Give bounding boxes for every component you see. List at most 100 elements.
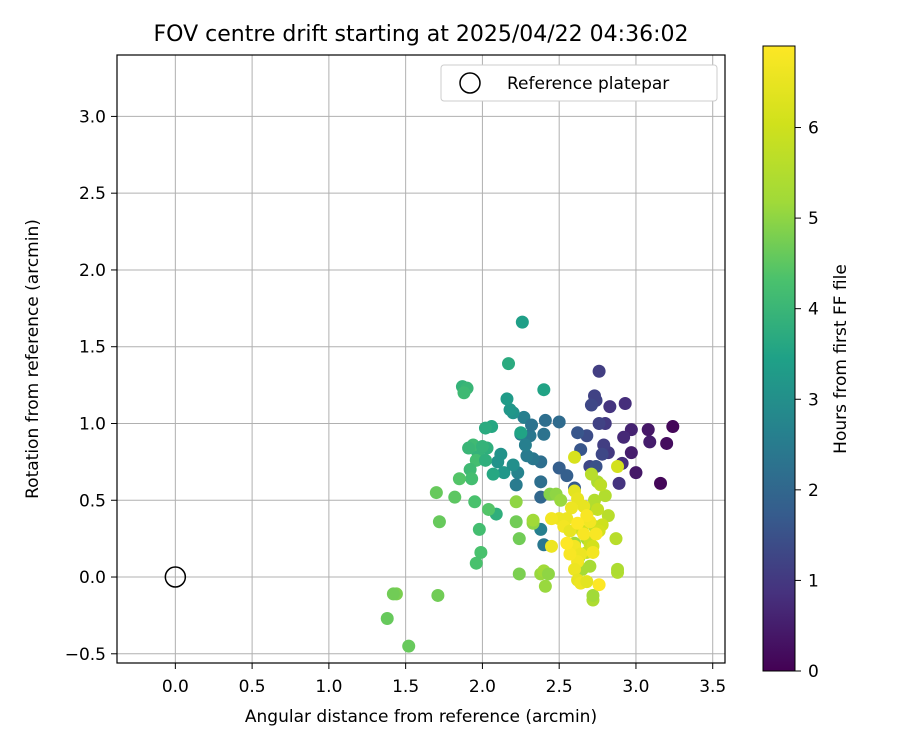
x-tick-label: 1.0 [315, 677, 342, 697]
scatter-point [654, 476, 668, 490]
scatter-point [486, 467, 500, 481]
scatter-point [618, 397, 632, 411]
scatter-point [526, 513, 540, 527]
scatter-point [520, 449, 534, 463]
x-tick-label: 1.5 [392, 677, 419, 697]
scatter-point [601, 509, 615, 523]
scatter-point [497, 466, 511, 480]
colorbar-tick-label: 3 [808, 390, 819, 410]
scatter-point [577, 527, 591, 541]
x-tick-label: 0.5 [239, 677, 266, 697]
colorbar-tick-label: 0 [808, 662, 819, 682]
y-tick-label: 2.5 [79, 184, 106, 204]
scatter-point [491, 455, 505, 469]
scatter-point [660, 436, 674, 450]
scatter-point [468, 495, 482, 509]
scatter-point [612, 476, 626, 490]
colorbar-tick-label: 2 [808, 481, 819, 501]
scatter-point [611, 562, 625, 576]
scatter-point [380, 611, 394, 625]
colorbar: 0 1 2 3 4 5 6 Hours from first FF file [762, 45, 851, 682]
reference-marker [164, 566, 187, 588]
scatter-point [474, 545, 488, 559]
y-tick-label: 0.0 [79, 568, 106, 588]
colorbar-tick-label: 1 [808, 571, 819, 591]
scatter-point [472, 522, 486, 536]
x-tick-label: 0.0 [162, 677, 189, 697]
x-axis-label: Angular distance from reference (arcmin) [245, 707, 597, 727]
scatter-point [545, 512, 559, 526]
scatter-point [502, 357, 516, 371]
legend-box [440, 64, 718, 102]
scatter-point [537, 427, 551, 441]
scatter-point [534, 475, 548, 489]
scatter-point [509, 515, 523, 529]
scatter-point [583, 559, 597, 573]
colorbar-gradient [762, 45, 796, 672]
scatter-point [603, 400, 617, 414]
x-tick-label: 3.5 [699, 677, 726, 697]
scatter-point [465, 472, 479, 486]
data-points [380, 315, 680, 653]
scatter-point [624, 446, 638, 460]
scatter-point [538, 579, 552, 593]
scatter-point [402, 639, 416, 653]
x-tick-label: 2.5 [546, 677, 573, 697]
scatter-point [541, 567, 555, 581]
scatter-point [617, 430, 631, 444]
x-axis-ticks: 0.0 0.5 1.0 1.5 2.0 2.5 3.0 3.5 [162, 663, 726, 697]
legend-label: Reference platepar [507, 74, 669, 94]
scatter-point [469, 556, 483, 570]
scatter-point [560, 536, 574, 550]
colorbar-tick-label: 6 [808, 119, 819, 139]
scatter-point [580, 575, 594, 589]
colorbar-label: Hours from first FF file [831, 264, 851, 454]
grid-lines [117, 55, 725, 663]
scatter-point [448, 490, 462, 504]
scatter-point [592, 416, 606, 430]
scatter-point [386, 587, 400, 601]
scatter-point [525, 418, 539, 432]
scatter-point [482, 502, 496, 516]
scatter-point [595, 447, 609, 461]
scatter-point [666, 420, 680, 434]
scatter-point [469, 453, 483, 467]
scatter-point [545, 539, 559, 553]
legend-marker [459, 72, 481, 94]
y-tick-label: 3.0 [79, 107, 106, 127]
scatter-point [429, 486, 443, 500]
scatter-point [478, 453, 492, 467]
y-axis-label: Rotation from reference (arcmin) [23, 219, 43, 499]
scatter-point [515, 315, 529, 329]
y-tick-label: −0.5 [65, 645, 106, 665]
scatter-point [571, 516, 585, 530]
scatter-point [643, 435, 657, 449]
scatter-point [611, 459, 625, 473]
scatter-point [509, 495, 523, 509]
scatter-point [514, 426, 528, 440]
legend: Reference platepar [440, 64, 718, 102]
scatter-point [609, 532, 623, 546]
scatter-point [538, 413, 552, 427]
scatter-point [629, 466, 643, 480]
colorbar-tick-label: 5 [808, 209, 819, 229]
scatter-point [452, 472, 466, 486]
y-axis-ticks: −0.5 0.0 0.5 1.0 1.5 2.0 2.5 3.0 [65, 107, 117, 665]
scatter-point [512, 567, 526, 581]
scatter-point [592, 578, 606, 592]
scatter-point [598, 489, 612, 503]
scatter-point [478, 421, 492, 435]
scatter-point [552, 461, 566, 475]
x-tick-label: 3.0 [622, 677, 649, 697]
chart-title: FOV centre drift starting at 2025/04/22 … [154, 22, 689, 47]
scatter-point [584, 467, 598, 481]
scatter-point [506, 458, 520, 472]
y-tick-label: 0.5 [79, 491, 106, 511]
scatter-point [592, 364, 606, 378]
scatter-point [568, 450, 582, 464]
y-tick-label: 2.0 [79, 261, 106, 281]
scatter-point [568, 562, 582, 576]
scatter-point [475, 440, 489, 454]
scatter-point [641, 423, 655, 437]
